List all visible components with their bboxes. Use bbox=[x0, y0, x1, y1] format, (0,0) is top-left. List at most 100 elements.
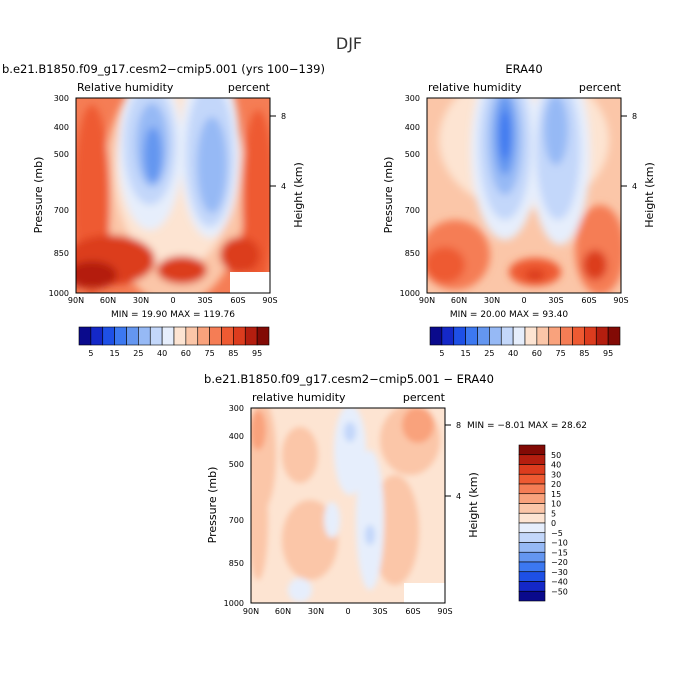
x-tick-label: 0 bbox=[345, 607, 350, 616]
x-tick-label: 30S bbox=[197, 296, 212, 305]
x-tick-label: 60N bbox=[100, 296, 116, 305]
colorbar-swatch bbox=[102, 326, 115, 346]
x-tick-label: 60N bbox=[275, 607, 291, 616]
y-tick-label: 700 bbox=[405, 206, 420, 215]
x-tick-label: 0 bbox=[170, 296, 175, 305]
colorbar-label: −20 bbox=[551, 558, 568, 567]
colorbar-label: 20 bbox=[551, 480, 561, 489]
panel-title: b.e21.B1850.f09_g17.cesm2−cmip5.001 (yrs… bbox=[2, 62, 325, 76]
colorbar-label: 15 bbox=[461, 349, 471, 358]
colorbar-label: 5 bbox=[439, 349, 444, 358]
y-tick-label: 500 bbox=[405, 150, 420, 159]
colorbar-swatch bbox=[453, 326, 466, 346]
colorbar-label: 75 bbox=[205, 349, 215, 358]
x-tick-label: 30N bbox=[484, 296, 500, 305]
colorbar-swatch bbox=[518, 590, 546, 602]
x-ticks: 90N 60N 30N 0 30S 60S 90S bbox=[419, 296, 629, 305]
panel-model: b.e21.B1850.f09_g17.cesm2−cmip5.001 (yrs… bbox=[2, 62, 325, 358]
colorbar-label: 25 bbox=[484, 349, 494, 358]
colorbar-swatch bbox=[518, 473, 546, 485]
panel-left-label: relative humidity bbox=[428, 81, 522, 94]
colorbar-swatch bbox=[429, 326, 443, 346]
colorbar-swatch bbox=[518, 532, 546, 543]
colorbar-swatch bbox=[518, 551, 546, 563]
x-tick-label: 30S bbox=[548, 296, 563, 305]
plot-frame bbox=[250, 407, 446, 604]
colorbar-swatch bbox=[465, 326, 478, 346]
y-tick-label: 1000 bbox=[224, 599, 244, 608]
colorbar-label: 40 bbox=[157, 349, 167, 358]
y-axis-label-right: Height (km) bbox=[292, 162, 305, 228]
colorbar-swatch bbox=[126, 326, 139, 346]
colorbar-swatch bbox=[518, 542, 546, 553]
x-tick-label: 60S bbox=[230, 296, 245, 305]
y-tick-label: 500 bbox=[54, 150, 69, 159]
colorbar-label: 40 bbox=[551, 461, 561, 470]
x-ticks: 90N 60N 30N 0 30S 60S 90S bbox=[68, 296, 278, 305]
colorbar-swatch bbox=[518, 454, 546, 465]
panel-left-label: Relative humidity bbox=[77, 81, 174, 94]
colorbar-swatch bbox=[524, 326, 538, 346]
contour-field bbox=[251, 408, 445, 603]
colorbar-label: 95 bbox=[603, 349, 613, 358]
plot-frame bbox=[75, 97, 271, 294]
height-tick-label: 8 bbox=[456, 421, 461, 430]
y-tick-label: 850 bbox=[229, 559, 244, 568]
colorbar-swatch bbox=[114, 326, 127, 346]
x-tick-label: 90S bbox=[437, 607, 452, 616]
colorbar-swatch bbox=[536, 326, 550, 346]
colorbar-swatch bbox=[221, 326, 234, 346]
panel-left-label: relative humidity bbox=[252, 391, 346, 404]
height-tick-label: 4 bbox=[632, 182, 637, 191]
contour-field bbox=[427, 98, 621, 293]
colorbar-swatch bbox=[489, 326, 502, 346]
y-tick-label: 400 bbox=[405, 123, 420, 132]
x-tick-label: 90N bbox=[243, 607, 259, 616]
colorbar-swatch bbox=[518, 522, 546, 534]
colorbar-swatch bbox=[518, 561, 546, 573]
colorbar-swatch bbox=[138, 326, 151, 346]
colorbar-swatch bbox=[518, 444, 546, 456]
y-tick-label: 700 bbox=[54, 206, 69, 215]
colorbar-label: 85 bbox=[228, 349, 238, 358]
colorbar-swatch bbox=[185, 326, 199, 346]
colorbar-swatch bbox=[548, 326, 561, 346]
y-ticks: 300 400 500 700 850 1000 bbox=[49, 94, 69, 298]
colorbar-swatch bbox=[518, 464, 546, 475]
y-axis-label: Pressure (mb) bbox=[32, 157, 45, 234]
colorbar-swatch bbox=[197, 326, 210, 346]
height-tick-label: 8 bbox=[632, 112, 637, 121]
y-tick-label: 1000 bbox=[400, 289, 420, 298]
x-tick-label: 60N bbox=[451, 296, 467, 305]
height-tick-label: 8 bbox=[281, 112, 286, 121]
colorbar-swatch bbox=[256, 326, 270, 346]
right-axis-ticks: 8 4 bbox=[270, 112, 286, 191]
colorbar-swatch bbox=[560, 326, 573, 346]
colorbar-label: 10 bbox=[551, 500, 561, 509]
colorbar-swatch bbox=[584, 326, 597, 346]
plot-frame bbox=[426, 97, 622, 294]
y-axis-label: Pressure (mb) bbox=[382, 157, 395, 234]
colorbar-label: −10 bbox=[551, 539, 568, 548]
x-tick-label: 90S bbox=[262, 296, 277, 305]
y-ticks: 300 400 500 700 850 1000 bbox=[400, 94, 420, 298]
stats-line: MIN = 20.00 MAX = 93.40 bbox=[450, 310, 568, 320]
colorbar-label: 5 bbox=[551, 509, 556, 518]
panel-title: b.e21.B1850.f09_g17.cesm2−cmip5.001 − ER… bbox=[204, 372, 494, 386]
x-tick-label: 90N bbox=[419, 296, 435, 305]
x-tick-label: 30N bbox=[308, 607, 324, 616]
colorbar-label: 60 bbox=[532, 349, 542, 358]
y-tick-label: 300 bbox=[405, 94, 420, 103]
colorbar-label: 30 bbox=[551, 470, 561, 479]
colorbar-swatch bbox=[441, 326, 455, 346]
colorbar-label: −30 bbox=[551, 568, 568, 577]
colorbar-label: 15 bbox=[110, 349, 120, 358]
colorbar-swatch bbox=[477, 326, 490, 346]
colorbar-label: 5 bbox=[88, 349, 93, 358]
colorbar-swatch bbox=[78, 326, 92, 346]
panel-difference: b.e21.B1850.f09_g17.cesm2−cmip5.001 − ER… bbox=[204, 372, 587, 616]
colorbar-swatch bbox=[518, 512, 546, 524]
colorbar-swatch bbox=[209, 326, 222, 346]
